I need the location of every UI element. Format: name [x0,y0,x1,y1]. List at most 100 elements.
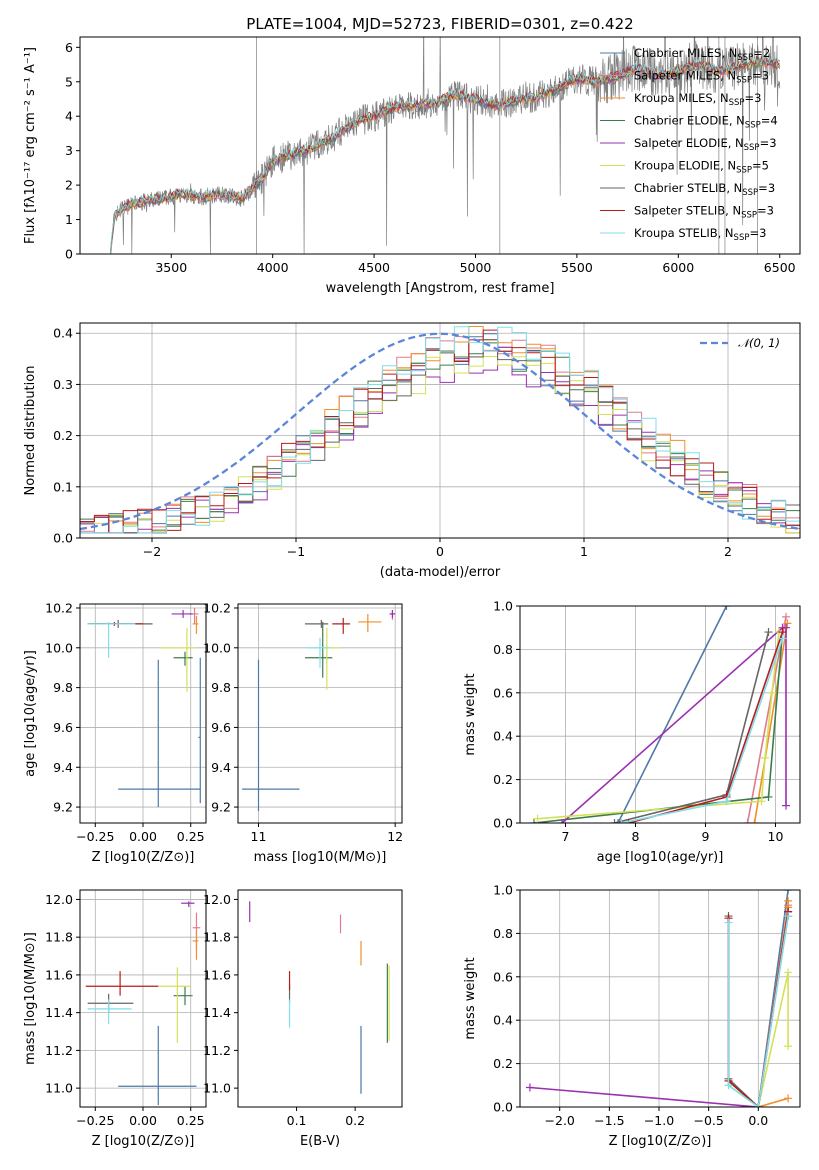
legend-n-symbol: , N [720,159,736,173]
plus-marker [761,753,769,762]
legend-nssp-value: 5 [762,159,769,173]
errorbar-point [389,609,396,618]
plus-marker [624,819,633,823]
legend-subscript: SSP [745,121,761,131]
y-tick-label: 9.8 [53,680,73,695]
chart-mass-vs-metallicity: −0.25 0.00 0.25 11.0 11.2 11.4 11.6 11.8 12.0 Z [… [23,889,207,1149]
legend-entry: Salpeter ELODIE, NSSP=3 [634,136,777,153]
plus-marker [614,819,622,823]
legend-nssp-value: 3 [769,136,776,150]
legend-subscript: SSP [736,166,752,176]
y-tick-label: 11.0 [45,1081,73,1096]
y-axis-label: Flux [fλ10⁻¹⁷ erg cm⁻² s⁻¹ A⁻¹] [23,47,38,244]
plus-marker [782,623,790,632]
plus-marker [743,819,752,823]
y-tick-label: 12.0 [45,892,73,907]
plus-marker [533,814,542,823]
errorbar-point [173,986,193,1006]
y-tick-label: 0.0 [53,531,73,546]
x-axis-label: Z [log10(Z/Z⊙)] [92,850,195,865]
legend-model-name: Chabrier ELODIE [634,114,729,128]
errorbar-point [87,999,132,1024]
plus-marker [722,797,731,806]
legend-entry: Salpeter MILES, NSSP=3 [634,69,769,86]
plot-frame [519,889,801,1108]
y-tick-label: 0 [65,247,73,262]
plot-area [87,607,201,808]
legend-subscript: SSP [742,188,758,198]
x-tick-label: −0.25 [76,1113,114,1128]
plot-frame [79,889,207,1108]
plot-frame [237,603,403,824]
x-tick-label: 0.0 [748,1113,768,1128]
plot-frame [519,605,801,824]
errorbar-point [304,621,333,678]
x-tick-label: 10 [768,829,784,844]
y-tick-label: 11.4 [45,1005,73,1020]
legend-equals: = [744,91,754,105]
errorbar-point [358,613,382,632]
legend-model-name: Salpeter MILES [634,69,720,83]
plus-marker [558,819,566,823]
legend-n-symbol: , N [718,226,734,240]
legend-n-symbol: , N [720,69,736,83]
plus-marker [750,819,759,823]
y-tick-label: 0.2 [493,772,513,787]
y-tick-label: 10.2 [45,600,73,615]
y-tick-label: 11.4 [203,1005,231,1020]
x-tick-label: 11 [251,829,267,844]
x-tick-label: −2 [143,544,161,559]
legend-entry: Chabrier MILES, NSSP=2 [634,46,770,63]
y-tick-label: 9.6 [211,720,231,735]
plus-marker [764,792,773,801]
y-tick-label: 0.0 [493,1100,513,1115]
legend-n-symbol: , N [713,91,729,105]
x-tick-label: 12 [387,829,403,844]
legend-n-symbol: , N [725,204,741,218]
plus-marker [784,968,793,977]
plus-marker [764,628,773,637]
legend-nssp-value: 3 [768,181,775,195]
plus-marker [610,819,619,823]
chart-age-vs-metallicity: −0.25 0.00 0.25 9.2 9.4 9.6 9.8 10.0 10.2 Z [log1… [23,600,207,865]
legend-nssp-value: 3 [762,69,769,83]
y-tick-label: 9.4 [211,760,231,775]
legend-equals: = [752,69,762,83]
plot-area [242,609,396,812]
plot-area [249,901,390,1094]
y-tick-label: 0.3 [53,377,73,392]
errorbar-point [118,659,201,808]
plot-area [110,37,781,254]
plot-area [530,606,792,823]
x-tick-label: 7 [562,829,570,844]
x-axis-label: (data-model)/error [380,565,501,580]
legend-subscript: SSP [734,233,750,243]
plot-area [85,901,201,1106]
legend-model-name: Salpeter ELODIE [634,136,728,150]
x-tick-label: −0.5 [693,1113,723,1128]
legend-nssp-value: 3 [767,204,774,218]
plus-marker [525,1083,534,1092]
y-tick-label: 11.8 [203,930,231,945]
x-axis-label: Z [log10(Z/Z⊙)] [609,1134,712,1149]
errorbar-point [87,993,134,1013]
x-tick-label: 5500 [561,260,593,275]
y-tick-label: 6 [65,40,73,55]
x-tick-label: 5000 [460,260,492,275]
x-tick-label: −1.0 [644,1113,674,1128]
legend-subscript: SSP [744,143,760,153]
x-tick-label: 9 [702,829,710,844]
errorbar-point [242,659,300,812]
legend-subscript: SSP [729,98,745,108]
legend-subscript: SSP [741,211,757,221]
y-tick-label: 4 [65,109,73,124]
plus-marker [784,1042,793,1051]
legend-nssp-value: 3 [754,91,761,105]
legend-model-name: Chabrier MILES [634,46,721,60]
mass-weight-line [746,616,787,823]
y-axis-label: Normed distribution [23,366,38,496]
y-tick-label: 9.2 [211,800,231,815]
plus-marker [784,890,793,894]
x-tick-label: 0.25 [177,1113,205,1128]
